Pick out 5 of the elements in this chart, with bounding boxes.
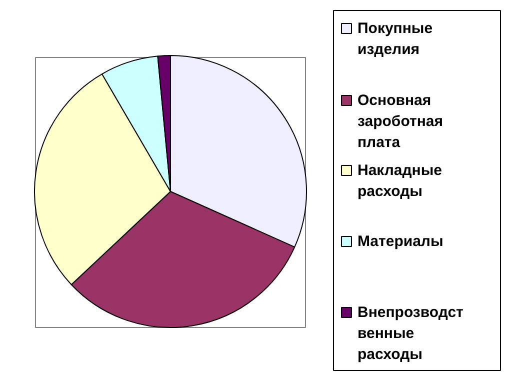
legend-label: Покупные изделия [358, 20, 433, 58]
legend-label: Материалы [358, 233, 444, 250]
legend-label: Накладные расходы [358, 162, 442, 200]
legend-label: Внепрозводственные расходы [358, 304, 464, 363]
legend-label: Основная зароботная плата [358, 92, 443, 151]
